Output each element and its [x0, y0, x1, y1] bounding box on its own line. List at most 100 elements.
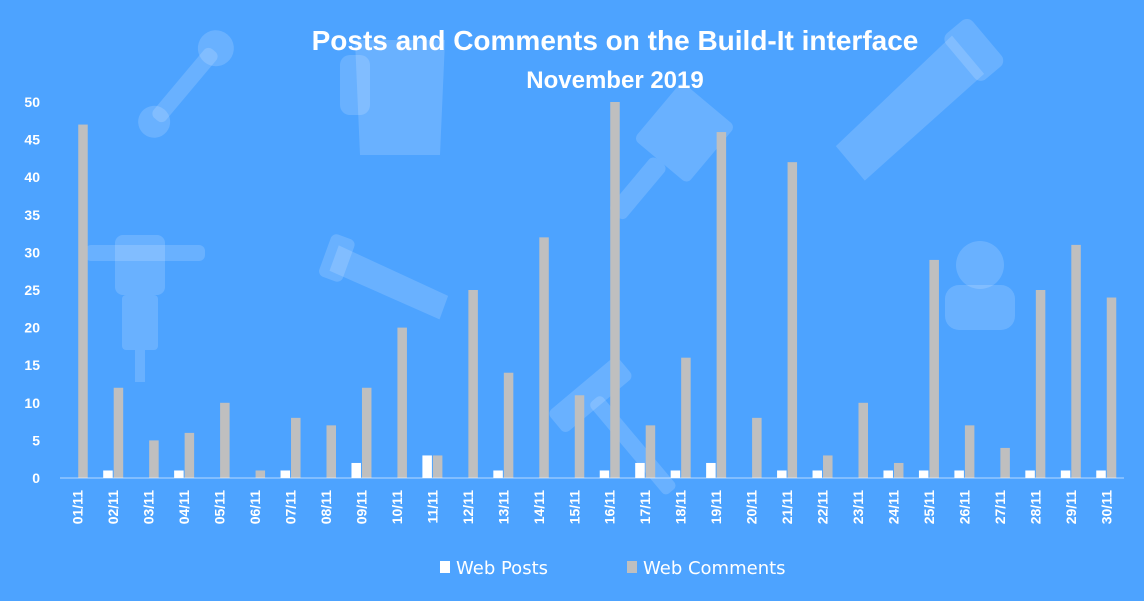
bar-web-posts [706, 462, 716, 478]
bar-web-posts [351, 462, 361, 478]
x-tick-label: 23/11 [850, 490, 866, 524]
bar-web-posts [635, 462, 645, 478]
bar-web-posts [1025, 470, 1035, 478]
bars-group [78, 102, 1117, 478]
x-tick-label: 27/11 [992, 490, 1008, 524]
y-tick-label: 10 [24, 395, 40, 411]
bar-web-comments [787, 162, 798, 478]
bar-web-posts [954, 470, 964, 478]
chart-subtitle: November 2019 [526, 67, 703, 94]
saw-icon [835, 18, 1004, 181]
wrench-icon [138, 30, 234, 138]
bar-web-posts [670, 470, 681, 478]
y-tick-label: 50 [24, 94, 40, 110]
x-tick-label: 24/11 [885, 490, 901, 524]
y-tick-label: 40 [24, 169, 40, 185]
x-tick-label: 19/11 [708, 490, 724, 524]
bar-web-posts [599, 470, 610, 478]
bar-web-posts [918, 470, 929, 478]
y-tick-label: 30 [24, 244, 40, 260]
x-tick-label: 25/11 [921, 490, 937, 524]
bar-web-comments [291, 417, 301, 478]
bar-web-posts [493, 470, 503, 478]
bar-web-posts [777, 470, 787, 478]
bar-web-comments [503, 372, 514, 478]
paint-bucket-icon [340, 40, 445, 155]
bar-web-comments [1106, 297, 1117, 478]
x-tick-label: 02/11 [105, 490, 121, 524]
x-tick-label: 30/11 [1098, 490, 1114, 524]
bar-web-comments [716, 132, 727, 478]
x-tick-label: 29/11 [1063, 490, 1079, 524]
worker-icon [945, 241, 1015, 330]
x-tick-label: 09/11 [353, 490, 369, 524]
bar-web-comments [255, 470, 266, 478]
bar-web-comments [1071, 244, 1081, 478]
chart-title: Posts and Comments on the Build-It inter… [312, 25, 919, 56]
legend-swatch [440, 561, 450, 573]
bar-web-posts [280, 470, 291, 478]
legend-label: Web Posts [456, 558, 548, 579]
x-tick-label: 04/11 [176, 490, 192, 524]
bar-web-comments [397, 327, 407, 478]
y-tick-label: 5 [32, 432, 40, 448]
x-tick-label: 20/11 [744, 490, 760, 524]
bar-web-comments [326, 425, 336, 478]
bar-web-comments [929, 259, 939, 478]
bar-web-comments [893, 462, 904, 478]
x-tick-label: 28/11 [1027, 490, 1043, 524]
legend-swatch [627, 561, 637, 573]
bar-web-comments [113, 387, 124, 478]
x-tick-label: 03/11 [141, 490, 157, 524]
y-tick-label: 45 [24, 132, 40, 148]
y-tick-label: 25 [24, 282, 40, 298]
legend: Web Posts Web Comments [440, 558, 786, 579]
bar-web-comments [574, 395, 585, 478]
y-tick-label: 15 [24, 357, 40, 373]
x-axis: 01/11 02/11 03/11 04/11 05/11 06/11 07/11 08/11… [70, 490, 1115, 524]
y-tick-label: 20 [24, 320, 40, 336]
bar-web-comments [78, 124, 88, 478]
bar-web-comments [964, 425, 975, 478]
bar-web-comments [432, 455, 443, 478]
bar-web-comments [220, 402, 230, 478]
bar-web-comments [361, 387, 372, 478]
bar-web-comments [858, 402, 868, 478]
x-tick-label: 07/11 [283, 490, 299, 524]
bar-web-posts [1060, 470, 1071, 478]
x-tick-label: 16/11 [602, 490, 618, 524]
paintbrush-icon [610, 83, 733, 220]
bar-web-comments [468, 290, 478, 478]
bar-web-comments [610, 102, 620, 478]
bar-web-posts [812, 470, 823, 478]
bar-web-posts [1096, 470, 1106, 478]
jackhammer-icon [85, 235, 205, 382]
bar-web-comments [1000, 447, 1010, 478]
bar-web-comments [752, 417, 762, 478]
x-tick-label: 08/11 [318, 490, 334, 524]
x-tick-label: 13/11 [495, 490, 511, 524]
y-tick-label: 35 [24, 207, 40, 223]
bar-web-comments [184, 432, 195, 478]
x-tick-label: 22/11 [815, 490, 831, 524]
x-tick-label: 21/11 [779, 490, 795, 524]
bar-web-posts [883, 470, 893, 478]
bar-web-comments [681, 357, 691, 478]
y-axis: 0 5 10 15 20 25 30 35 40 45 50 [24, 94, 40, 486]
x-tick-label: 15/11 [566, 490, 582, 524]
bar-web-posts [103, 470, 113, 478]
x-tick-label: 18/11 [673, 490, 689, 524]
x-tick-label: 05/11 [212, 490, 228, 524]
y-tick-label: 0 [32, 470, 40, 486]
bar-web-comments [1035, 290, 1046, 478]
bar-web-posts [422, 455, 432, 478]
legend-label: Web Comments [643, 558, 786, 579]
x-tick-label: 06/11 [247, 490, 263, 524]
x-tick-label: 17/11 [637, 490, 653, 524]
x-tick-label: 12/11 [460, 490, 476, 524]
bar-web-comments [645, 425, 656, 478]
bar-web-posts [174, 470, 184, 478]
x-tick-label: 01/11 [70, 490, 86, 524]
